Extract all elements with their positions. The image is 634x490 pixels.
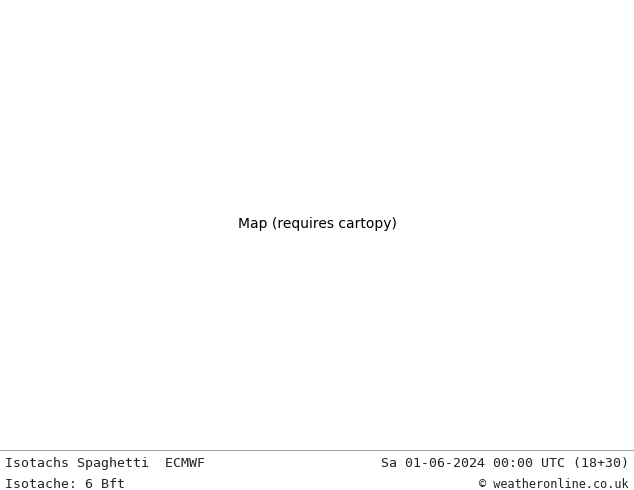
- Text: Map (requires cartopy): Map (requires cartopy): [238, 217, 396, 231]
- Text: Sa 01-06-2024 00:00 UTC (18+30): Sa 01-06-2024 00:00 UTC (18+30): [381, 457, 629, 470]
- Text: Isotache: 6 Bft: Isotache: 6 Bft: [5, 478, 125, 490]
- Text: © weatheronline.co.uk: © weatheronline.co.uk: [479, 478, 629, 490]
- Text: Isotachs Spaghetti  ECMWF: Isotachs Spaghetti ECMWF: [5, 457, 205, 470]
